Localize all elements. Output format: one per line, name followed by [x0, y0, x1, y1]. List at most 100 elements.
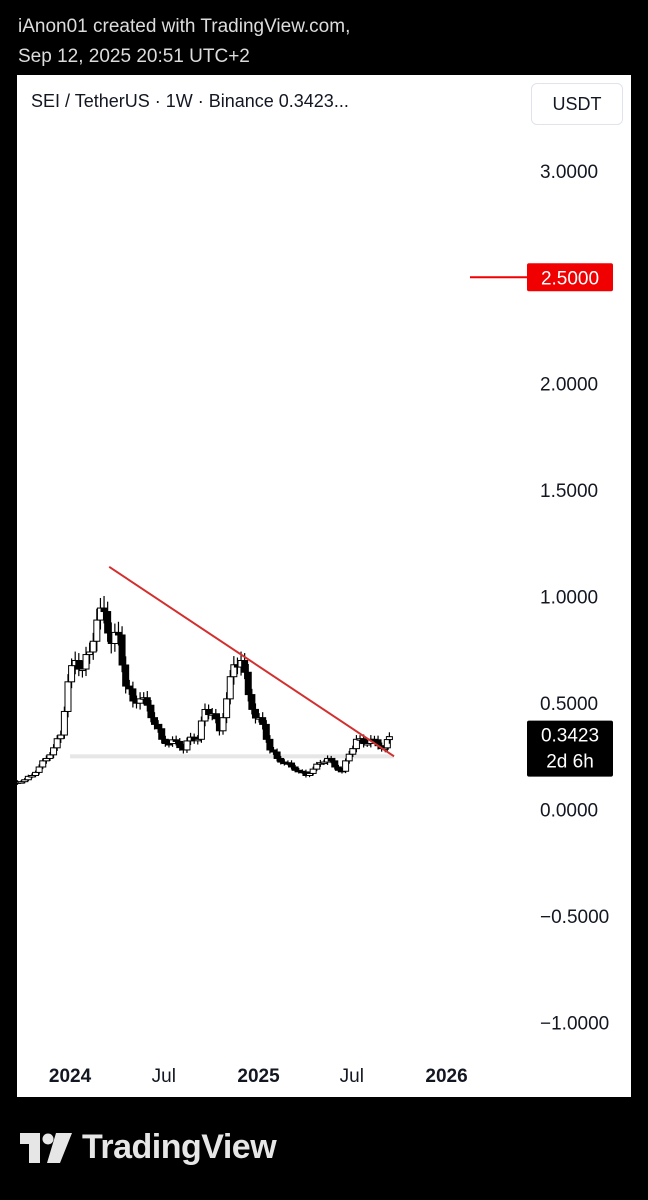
- candle-body: [154, 723, 162, 730]
- bar-countdown-label: 2d 6h: [546, 752, 594, 773]
- candle-body: [219, 717, 227, 732]
- candle-body: [269, 749, 277, 753]
- current-price-label: 0.3423: [541, 726, 599, 747]
- candle-body: [111, 631, 119, 644]
- candle-body: [327, 757, 335, 762]
- candle-body: [212, 713, 220, 720]
- candle-body: [125, 685, 133, 690]
- symbol-title: SEI / TetherUS · 1W · Binance 0.3423...: [31, 91, 349, 111]
- candle-body: [230, 664, 238, 678]
- candle-body: [277, 757, 285, 763]
- candle-body: [205, 708, 213, 716]
- candle-body: [223, 698, 231, 719]
- candle-body: [248, 694, 256, 710]
- candle-body: [385, 736, 393, 741]
- candle-body: [136, 698, 144, 704]
- currency-button[interactable]: USDT: [531, 83, 623, 125]
- candle-body: [64, 681, 72, 712]
- chart-panel[interactable]: SEI / TetherUS · 1W · Binance 0.3423... …: [17, 75, 631, 1097]
- candle-body: [313, 763, 321, 770]
- candle-body: [39, 760, 47, 768]
- candle-body: [183, 740, 191, 751]
- candle-body: [28, 774, 36, 778]
- candle-body: [89, 640, 97, 653]
- candle-body: [165, 742, 173, 746]
- y-tick-label: 2.0000: [540, 375, 598, 396]
- candle-body: [331, 760, 339, 768]
- current-price-badge: [527, 720, 613, 777]
- y-tick-label: 0.5000: [540, 694, 598, 715]
- candle-body: [53, 738, 61, 749]
- candle-body: [50, 747, 58, 756]
- candle-body: [17, 781, 25, 784]
- candle-body: [96, 607, 104, 621]
- y-tick-label: 1.0000: [540, 588, 598, 609]
- candle-body: [114, 631, 122, 636]
- support-band: [70, 754, 395, 759]
- candle-body: [197, 720, 205, 740]
- candle-body: [194, 738, 202, 742]
- y-tick-label: 3.0000: [540, 162, 598, 183]
- x-tick-label: 2025: [237, 1066, 280, 1087]
- candle-body: [68, 665, 76, 683]
- candle-body: [129, 688, 137, 702]
- candle-body: [57, 734, 65, 740]
- candle-body: [32, 771, 40, 776]
- candle-body: [291, 766, 299, 771]
- candle-body: [86, 651, 94, 656]
- x-tick-label: Jul: [152, 1066, 176, 1087]
- candle-body: [349, 748, 357, 755]
- candle-body: [259, 717, 267, 725]
- candle-body: [82, 654, 90, 670]
- candle-body: [158, 728, 166, 740]
- candle-body: [190, 736, 198, 741]
- x-tick-label: 2026: [425, 1066, 467, 1087]
- x-tick-label: Jul: [340, 1066, 364, 1087]
- candle-body: [104, 611, 112, 634]
- candle-body: [345, 753, 353, 762]
- candle-body: [363, 742, 371, 746]
- candle-body: [352, 738, 360, 750]
- candle-body: [176, 740, 184, 749]
- candle-body: [151, 717, 159, 725]
- candle-body: [60, 710, 68, 736]
- candle-body: [42, 757, 50, 762]
- x-tick-label: 2024: [49, 1066, 92, 1087]
- candle-body: [360, 738, 368, 745]
- y-tick-label: −0.5000: [540, 907, 609, 928]
- candle-body: [93, 619, 101, 642]
- candle-body: [147, 704, 155, 719]
- candle-body: [172, 739, 180, 742]
- candle-body: [201, 708, 209, 722]
- candle-body: [273, 751, 281, 759]
- candle-body: [244, 671, 252, 696]
- candle-body: [226, 676, 234, 700]
- candle-body: [288, 762, 296, 768]
- logo-text: TradingView: [82, 1128, 277, 1166]
- candle-body: [306, 772, 314, 776]
- candle-body: [309, 768, 317, 774]
- y-tick-label: 1.5000: [540, 481, 598, 502]
- candle-body: [241, 660, 249, 673]
- target-level-badge: [527, 263, 613, 292]
- candle-body: [21, 779, 29, 783]
- candle-body: [334, 766, 342, 771]
- price-chart[interactable]: 3.0000 2.0000 1.5000 1.0000 0.5000 0.0000 −0.5…: [17, 75, 631, 1097]
- target-level-label: 2.5000: [541, 268, 599, 289]
- tradingview-logo-icon: [20, 1132, 72, 1163]
- attribution: iAnon01 created with TradingView.com, Se…: [18, 12, 350, 72]
- y-tick-label: 0.0000: [540, 801, 598, 822]
- candle-body: [143, 697, 151, 706]
- candle-body: [35, 766, 43, 773]
- candle-body: [75, 660, 83, 670]
- candle-body: [78, 668, 86, 672]
- y-tick-label: −1.0000: [540, 1013, 609, 1034]
- tradingview-logo[interactable]: TradingView: [20, 1128, 277, 1167]
- candle-body: [266, 738, 274, 751]
- candle-body: [46, 754, 54, 759]
- attribution-timestamp: Sep 12, 2025 20:51 UTC+2: [18, 46, 250, 67]
- candle-body: [24, 775, 32, 781]
- candle-body: [320, 761, 328, 765]
- candle-body: [251, 708, 259, 719]
- candle-body: [122, 664, 130, 687]
